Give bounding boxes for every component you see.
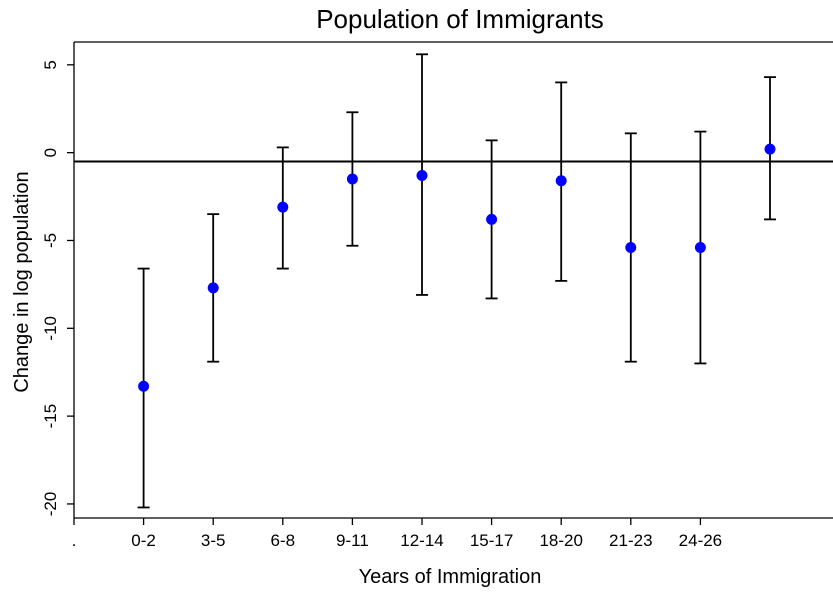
x-tick-label: . xyxy=(72,531,77,550)
data-point xyxy=(277,201,289,213)
x-axis-label: Years of Immigration xyxy=(359,566,542,588)
data-point xyxy=(694,242,706,254)
y-tick-label: -5 xyxy=(41,233,60,248)
y-tick-label: -10 xyxy=(41,316,60,341)
error-bars xyxy=(137,53,776,509)
data-point xyxy=(764,143,776,155)
x-tick-label: 3-5 xyxy=(201,531,226,550)
y-tick-label: 0 xyxy=(41,148,60,157)
x-tick-label: 24-26 xyxy=(679,531,722,550)
data-point xyxy=(555,175,567,187)
x-tick-label: 0-2 xyxy=(131,531,156,550)
x-tick-label: 18-20 xyxy=(539,531,582,550)
y-axis: 5 0 -5 -10 -15 -20 xyxy=(41,60,74,516)
x-tick-label: 21-23 xyxy=(609,531,652,550)
x-tick-label: 6-8 xyxy=(271,531,296,550)
data-point xyxy=(346,173,358,185)
data-point xyxy=(625,242,637,254)
chart-title: Population of Immigrants xyxy=(316,4,604,34)
x-tick-label: 9-11 xyxy=(336,531,369,550)
x-tick-label: 12-14 xyxy=(400,531,443,550)
y-axis-label: Change in log population xyxy=(11,171,33,392)
data-point xyxy=(416,169,428,181)
data-point xyxy=(138,380,150,392)
data-point xyxy=(207,282,219,294)
data-point xyxy=(486,213,498,225)
data-points xyxy=(138,143,776,392)
y-tick-label: -15 xyxy=(41,404,60,429)
x-axis: . 0-2 3-5 6-8 9-11 12-14 15-17 18-20 21-23 24-26 xyxy=(72,518,722,550)
x-tick-label: 15-17 xyxy=(470,531,513,550)
y-tick-label: -20 xyxy=(41,492,60,517)
plot-frame xyxy=(73,41,833,519)
y-tick-label: 5 xyxy=(41,60,60,69)
